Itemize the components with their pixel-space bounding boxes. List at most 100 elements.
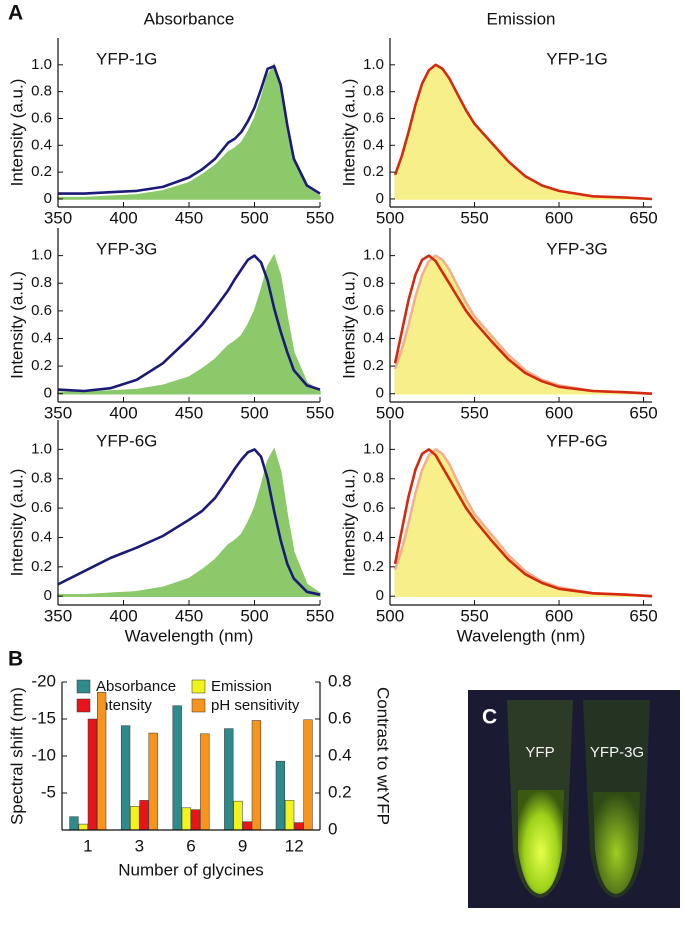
legend-label: Intensity [96,697,152,714]
y-tick-label: 0 [376,190,384,207]
x-axis-label: Number of glycines [118,860,264,879]
bar [148,732,158,831]
y-tick-label: 1.0 [31,56,52,73]
x-tick-label: 550 [306,403,334,422]
column-title: Emission [487,9,556,28]
x-tick-label: 500 [240,403,268,422]
line [58,64,321,195]
x-tick-label: 350 [44,606,72,625]
x-tick-label: 500 [376,606,404,625]
x-tick-label: 550 [460,606,488,625]
y-tick-label: 0.6 [363,499,384,516]
y-tick-label: 0.6 [31,109,52,126]
y-tick-label: 0.4 [363,136,384,153]
y-tick-label: 1.0 [363,247,384,264]
bar [275,760,286,831]
y-axis-label: Intensity (a.u.) [7,79,26,187]
x-tick-label: 500 [240,606,268,625]
y-tick-label: 0.2 [31,357,52,374]
plot-label: YFP-6G [546,431,607,450]
y-tick-label: 0 [376,385,384,402]
x-tick-label: 550 [460,403,488,422]
x-tick-label: 550 [460,208,488,227]
x-tick-label: 3 [135,836,144,855]
y-tick-label: 0.6 [363,302,384,319]
line [393,254,653,395]
y-tick-label: 0.8 [31,274,52,291]
y-tick-label: 0.2 [31,558,52,575]
area [57,447,321,597]
plot-label: YFP-3G [546,239,607,258]
y-tick-label: 0.4 [363,329,384,346]
y-tick-label: -5 [41,782,56,801]
bar [87,718,98,831]
y-tick-label: 1.0 [31,440,52,457]
x-tick-label: 450 [175,606,203,625]
x-tick-label: 550 [306,606,334,625]
panel-label: C [482,706,497,729]
y-tick-label: 0.6 [363,109,384,126]
line [393,63,653,201]
x-tick-label: 650 [629,606,657,625]
y-tick-label: 0 [44,385,52,402]
line [57,254,321,393]
legend-swatch [191,698,206,713]
y2-tick-label: 0 [328,819,337,838]
bar [120,725,131,831]
legend-label: pH sensitivity [211,697,300,714]
bar [130,806,140,831]
x-axis-label: Wavelength (nm) [125,626,254,645]
x-axis-label: Wavelength (nm) [457,626,586,645]
x-tick-label: 400 [109,208,137,227]
plot-label: YFP-1G [546,49,607,68]
legend-label: Absorbance [96,678,176,695]
x-tick-label: 400 [109,403,137,422]
bar [224,728,234,831]
bar [69,816,79,831]
x-tick-label: 550 [306,208,334,227]
bar [294,822,304,831]
column-title: Absorbance [144,9,235,28]
x-tick-label: 650 [629,403,657,422]
legend-swatch [76,698,91,713]
y-axis-label: Intensity (a.u.) [339,271,358,379]
bar [251,720,262,831]
bar [139,800,149,831]
photo-label: YFP [525,744,554,761]
y-tick-label: -10 [31,745,56,764]
y-tick-label: 0 [44,190,52,207]
y-tick-label: 0.4 [31,528,52,545]
x-tick-label: 500 [376,208,404,227]
y-tick-label: 0.2 [31,163,52,180]
x-tick-label: 600 [545,606,573,625]
y2-tick-label: 0.2 [328,782,352,801]
legend-label: Emission [211,678,272,695]
y-tick-label: 1.0 [363,56,384,73]
y-axis-label: Spectral shift (nm) [7,687,26,825]
photo-label: YFP-3G [590,744,644,761]
panel-label: A [8,2,23,25]
x-tick-label: 500 [240,208,268,227]
line [393,448,653,598]
y-tick-label: -20 [31,671,56,690]
bar [181,807,192,831]
x-tick-label: 350 [44,403,72,422]
plot-label: YFP-1G [96,49,157,68]
y-tick-label: 0.4 [363,528,384,545]
y-tick-label: 0.2 [363,558,384,575]
y-axis-label: Intensity (a.u.) [339,79,358,187]
panel-label: B [8,648,23,671]
y-tick-label: 0.2 [363,163,384,180]
area [394,63,653,200]
y-axis-label: Intensity (a.u.) [339,469,358,577]
tube-liquid [593,792,640,894]
bar [233,800,243,831]
x-tick-label: 500 [376,403,404,422]
y-tick-label: 0 [44,587,52,604]
y2-axis-label: Contrast to wtYFP [374,687,393,825]
y2-tick-label: 0.6 [328,708,352,727]
y-axis-label: Intensity (a.u.) [7,469,26,577]
x-tick-label: 600 [545,208,573,227]
